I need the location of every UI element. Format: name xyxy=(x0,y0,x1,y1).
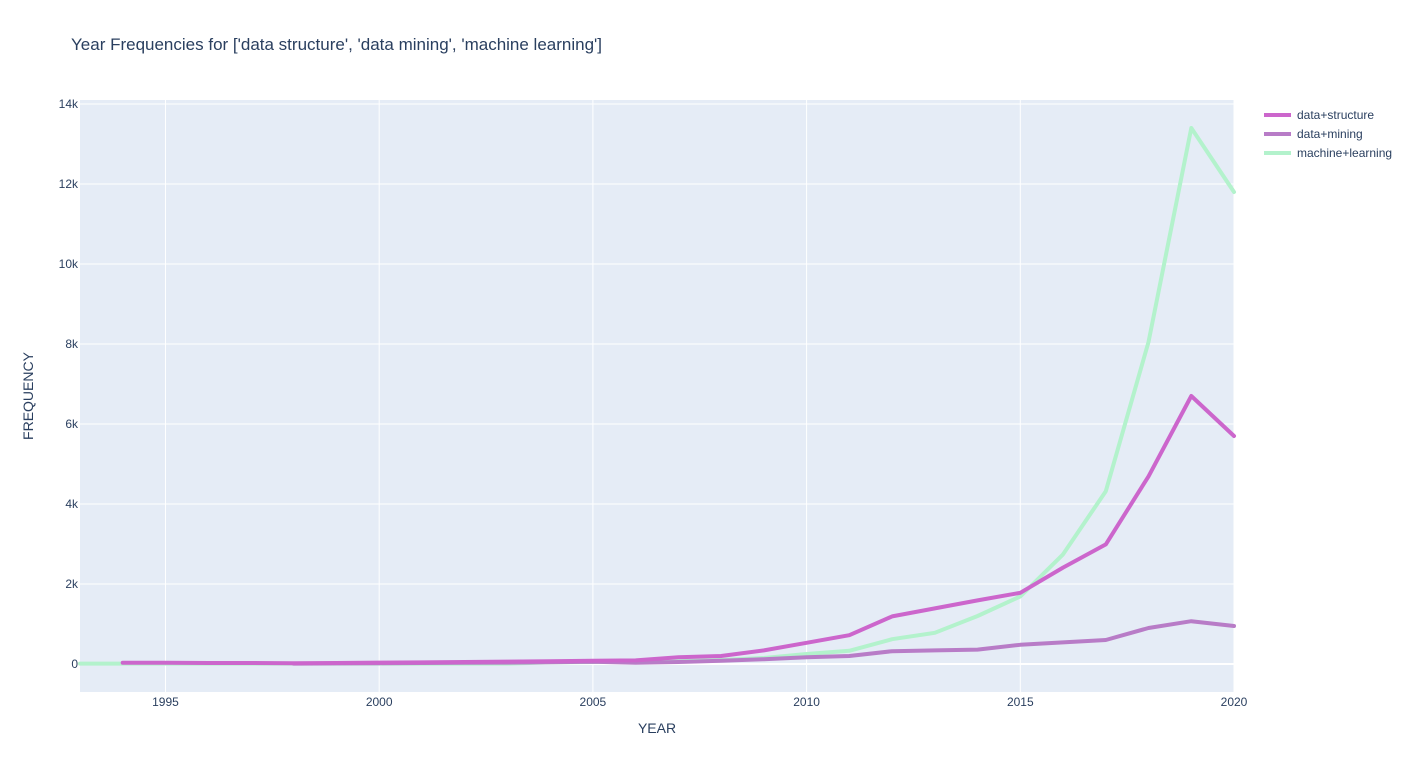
legend-item[interactable]: data+structure xyxy=(1264,108,1374,122)
y-tick-label: 8k xyxy=(65,337,79,351)
legend-label: machine+learning xyxy=(1297,146,1392,160)
y-tick-label: 4k xyxy=(65,497,79,511)
y-tick-label: 2k xyxy=(65,577,79,591)
x-tick-label: 2010 xyxy=(793,695,820,709)
y-tick-label: 0 xyxy=(71,657,78,671)
plot-area xyxy=(80,100,1234,692)
x-tick-label: 2000 xyxy=(366,695,393,709)
y-tick-label: 12k xyxy=(59,177,79,191)
y-axis-title: FREQUENCY xyxy=(20,351,36,440)
y-tick-label: 14k xyxy=(59,97,79,111)
series-line-data-structure xyxy=(120,394,1236,666)
axis-ticks: 1995 2000 2005 2010 2015 2020 0 2k 4k 6k 8k 10k 12k 1… xyxy=(59,97,1248,709)
series-lines xyxy=(78,126,1236,666)
legend[interactable]: data+structure data+mining machine+learnin… xyxy=(1264,108,1392,160)
legend-item[interactable]: data+mining xyxy=(1264,127,1363,141)
x-tick-label: 2015 xyxy=(1007,695,1034,709)
legend-label: data+mining xyxy=(1297,127,1363,141)
y-tick-label: 10k xyxy=(59,257,79,271)
legend-item[interactable]: machine+learning xyxy=(1264,146,1392,160)
x-axis-title: YEAR xyxy=(638,720,676,736)
x-tick-label: 2005 xyxy=(580,695,607,709)
y-tick-label: 6k xyxy=(65,417,79,431)
x-tick-label: 2020 xyxy=(1221,695,1248,709)
legend-label: data+structure xyxy=(1297,108,1374,122)
chart-title: Year Frequencies for ['data structure', … xyxy=(71,35,602,54)
x-tick-label: 1995 xyxy=(152,695,179,709)
